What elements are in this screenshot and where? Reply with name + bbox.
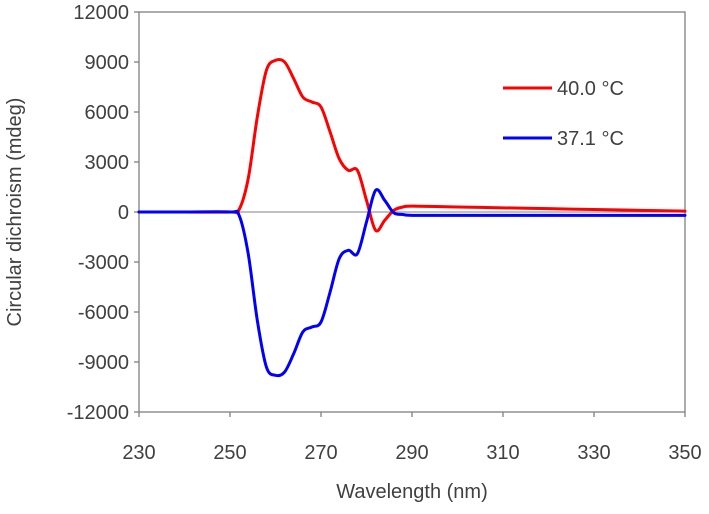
- legend-label-2: 37.1 °C: [557, 128, 624, 150]
- y-tick-label: 3000: [85, 152, 130, 174]
- y-tick-label: -6000: [78, 302, 129, 324]
- y-tick-label: 12000: [73, 2, 129, 24]
- series-line-2: [137, 188, 687, 378]
- y-axis-title: Circular dichroism (mdeg): [4, 98, 26, 327]
- legend: 40.0 °C 37.1 °C: [503, 78, 624, 150]
- y-tick-label: -9000: [78, 352, 129, 374]
- y-tick-label: 0: [118, 202, 129, 224]
- x-tick-label: 230: [122, 442, 155, 464]
- axes-layer: 12000 9000 6000 3000 0 -3000 -6000 -9000 -12000 2…: [67, 2, 702, 464]
- y-tick-label: 9000: [85, 52, 130, 74]
- y-tick-label: 6000: [85, 102, 130, 124]
- x-tick-label: 350: [668, 442, 701, 464]
- legend-label-1: 40.0 °C: [557, 78, 624, 100]
- x-tick-label: 290: [395, 442, 428, 464]
- x-tick-label: 250: [213, 442, 246, 464]
- series-line-1: [137, 57, 687, 233]
- x-tick-label: 330: [577, 442, 610, 464]
- x-tick-label: 310: [486, 442, 519, 464]
- x-axis-title: Wavelength (nm): [336, 481, 488, 503]
- x-tick-label: 270: [304, 442, 337, 464]
- y-tick-label: -3000: [78, 252, 129, 274]
- series-layer: [137, 57, 687, 378]
- y-tick-label: -12000: [67, 402, 129, 424]
